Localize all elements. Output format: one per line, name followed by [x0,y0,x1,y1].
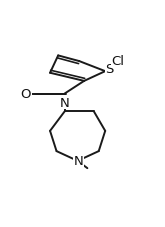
Text: N: N [60,96,69,109]
Text: N: N [74,155,83,168]
Text: O: O [20,88,31,101]
Text: S: S [106,63,114,76]
Text: Cl: Cl [112,54,125,67]
